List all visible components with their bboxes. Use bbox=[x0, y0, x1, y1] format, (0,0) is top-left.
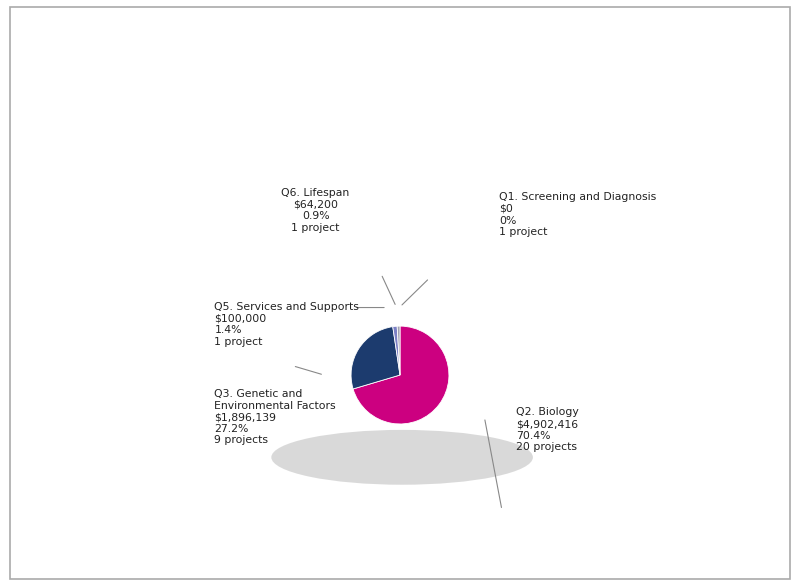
Wedge shape bbox=[353, 326, 449, 424]
Text: Q5. Services and Supports
$100,000
1.4%
1 project: Q5. Services and Supports $100,000 1.4% … bbox=[214, 302, 359, 347]
Text: 2019: 2019 bbox=[375, 21, 425, 39]
Text: Number of Projects: 32: Number of Projects: 32 bbox=[305, 159, 495, 174]
Wedge shape bbox=[397, 326, 400, 375]
Ellipse shape bbox=[271, 430, 533, 485]
Text: Total Funding: $6,962,755: Total Funding: $6,962,755 bbox=[292, 126, 508, 141]
Text: Autism Research Funding: Autism Research Funding bbox=[271, 56, 529, 74]
Text: Q2. Biology
$4,902,416
70.4%
20 projects: Q2. Biology $4,902,416 70.4% 20 projects bbox=[516, 407, 578, 452]
Wedge shape bbox=[393, 326, 400, 375]
Text: Q3. Genetic and
Environmental Factors
$1,896,139
27.2%
9 projects: Q3. Genetic and Environmental Factors $1… bbox=[214, 389, 336, 445]
Wedge shape bbox=[351, 326, 400, 389]
Text: Projects Focused on Autism in Girls and Women: Projects Focused on Autism in Girls and … bbox=[202, 93, 598, 107]
Text: Q6. Lifespan
$64,200
0.9%
1 project: Q6. Lifespan $64,200 0.9% 1 project bbox=[282, 188, 350, 233]
Text: Q1. Screening and Diagnosis
$0
0%
1 project: Q1. Screening and Diagnosis $0 0% 1 proj… bbox=[499, 192, 657, 237]
